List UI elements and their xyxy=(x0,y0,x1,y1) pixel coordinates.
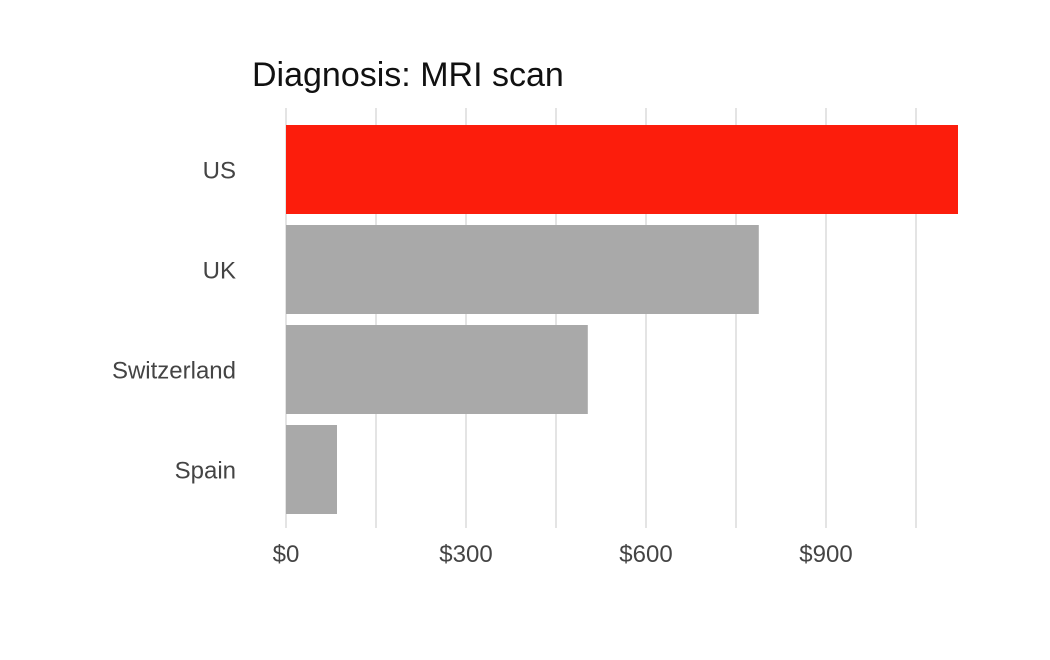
category-label-uk: UK xyxy=(203,258,236,285)
category-label-spain: Spain xyxy=(175,458,236,485)
category-label-us: US xyxy=(203,158,236,185)
bar-switzerland xyxy=(286,325,588,414)
bars xyxy=(286,125,958,514)
x-tick-label: $300 xyxy=(439,541,492,568)
x-axis-ticks: $0 $300 $600 $900 xyxy=(273,541,853,568)
category-labels: US UK Switzerland Spain xyxy=(112,158,236,485)
bar-uk xyxy=(286,225,759,314)
category-label-switzerland: Switzerland xyxy=(112,358,236,385)
x-tick-label: $0 xyxy=(273,541,300,568)
x-tick-label: $600 xyxy=(619,541,672,568)
x-tick-label: $900 xyxy=(799,541,852,568)
bar-us xyxy=(286,125,958,214)
chart-title: Diagnosis: MRI scan xyxy=(252,56,564,94)
bar-spain xyxy=(286,425,337,514)
